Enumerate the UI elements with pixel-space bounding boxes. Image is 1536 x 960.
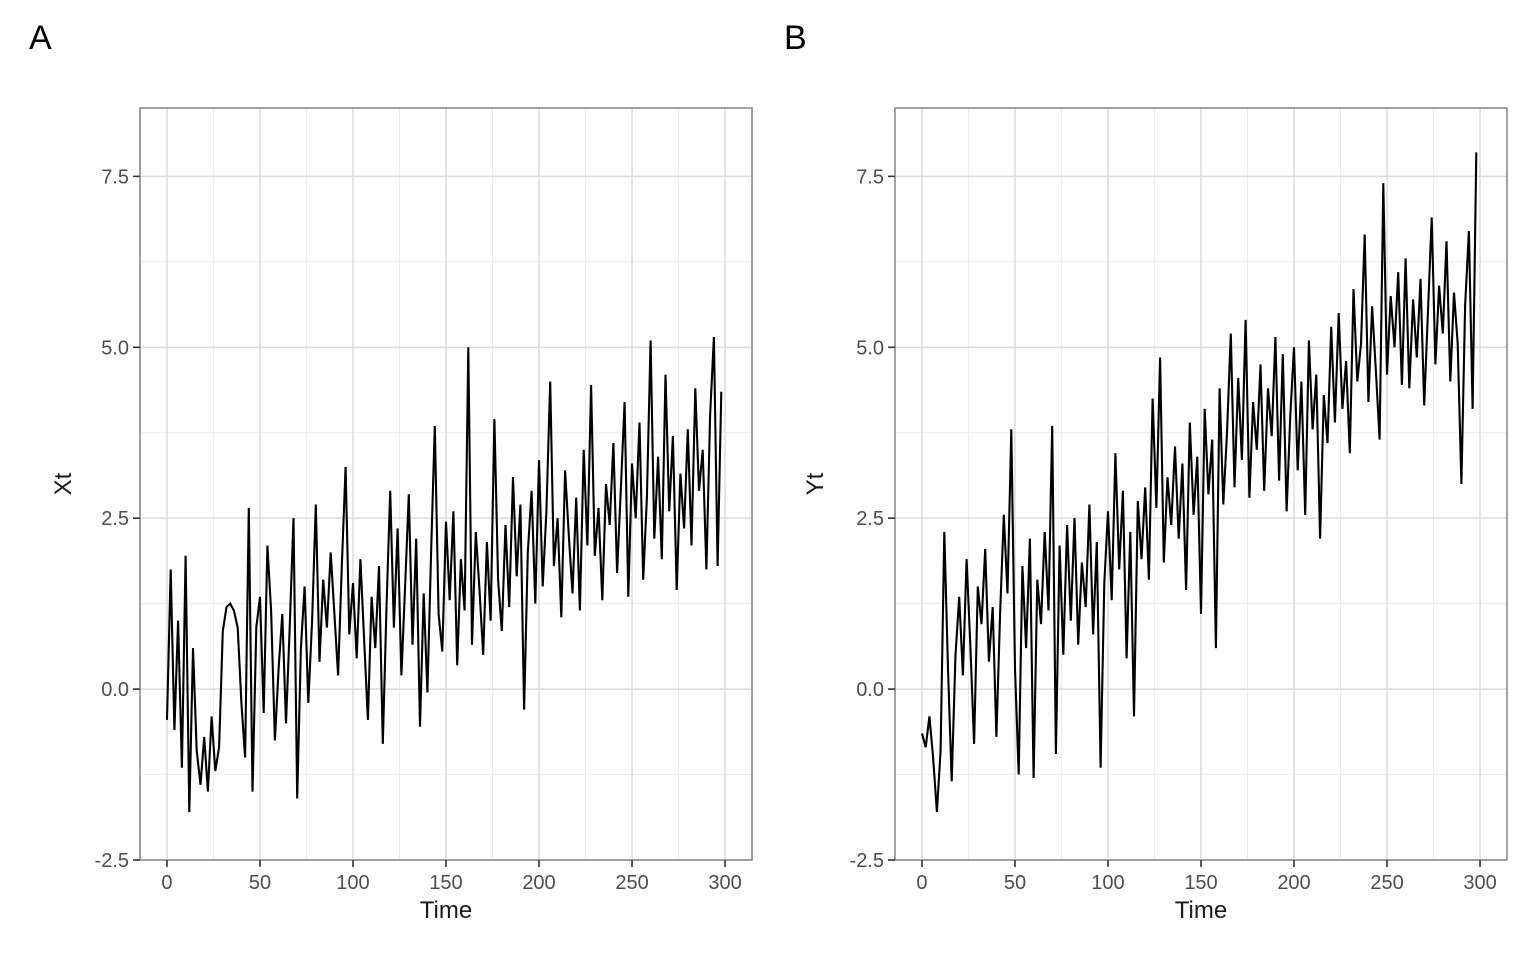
series-line-xt (165, 336, 723, 813)
series-line-yt (920, 152, 1478, 813)
y-tick-label: 7.5 (856, 166, 884, 188)
x-tick-label: 300 (1463, 872, 1496, 894)
x-tick-label: 0 (161, 872, 172, 894)
x-tick-label: 150 (1184, 872, 1217, 894)
y-tick-label: 7.5 (101, 166, 129, 188)
x-tick-label: 100 (336, 872, 369, 894)
y-tick-label: 2.5 (101, 508, 129, 530)
y-tick-label: 2.5 (856, 508, 884, 530)
y-tick-label: 5.0 (856, 337, 884, 359)
x-tick-label: 150 (429, 872, 462, 894)
y-tick-label: -2.5 (850, 850, 884, 872)
panel-tag-a: A (29, 19, 52, 57)
y-tick-label: 0.0 (101, 679, 129, 701)
x-tick-label: 200 (522, 872, 555, 894)
x-tick-label: 50 (1004, 872, 1026, 894)
y-tick-label: 0.0 (856, 679, 884, 701)
x-tick-label: 50 (249, 872, 271, 894)
y-tick-label: 5.0 (101, 337, 129, 359)
x-tick-label: 250 (615, 872, 648, 894)
x-tick-label: 200 (1277, 872, 1310, 894)
panel-tag-b: B (784, 19, 807, 57)
x-tick-label: 100 (1091, 872, 1124, 894)
x-tick-label: 0 (916, 872, 927, 894)
x-axis-title-time-b: Time (1174, 897, 1228, 924)
x-axis-title-time-a: Time (419, 897, 473, 924)
y-tick-label: -2.5 (95, 850, 129, 872)
x-tick-label: 250 (1370, 872, 1403, 894)
x-tick-label: 300 (708, 872, 741, 894)
